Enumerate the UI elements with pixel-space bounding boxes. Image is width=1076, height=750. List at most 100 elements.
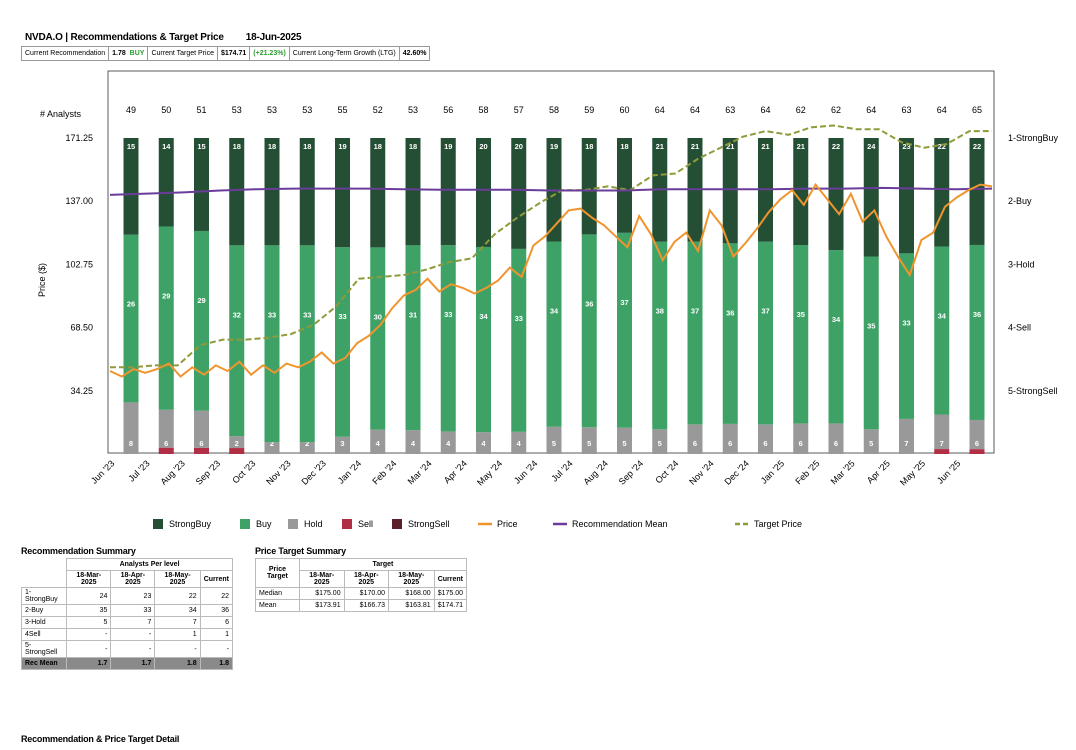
bar-value-label: 4 <box>376 439 381 448</box>
bar-value-label: 21 <box>726 142 734 151</box>
x-tick-label: Mar '24 <box>406 458 434 486</box>
rec-mean-cell: 1.7 <box>66 657 112 670</box>
bar-value-label: 18 <box>374 142 382 151</box>
pt-cell: $175.00 <box>433 587 468 600</box>
bar-value-label: 5 <box>622 439 626 448</box>
cur-rec-value-cell: 1.78 BUY <box>109 47 149 60</box>
bar-value-label: 33 <box>902 318 910 327</box>
rec-summary-table: Analysts Per level 18-Mar-2025 18-Apr-20… <box>20 558 234 670</box>
analyst-count: 63 <box>725 105 735 115</box>
x-tick-labels: Jun '23 Jul '23 Aug '23 Sep '23 Oct '23 Nov '… <box>89 458 962 487</box>
recommendation-mean-line <box>109 186 993 196</box>
analyst-count: 53 <box>408 105 418 115</box>
bar-segment-buy <box>335 247 350 437</box>
bar-value-label: 7 <box>904 439 908 448</box>
bar-value-label: 30 <box>374 312 382 321</box>
bar-value-label: 20 <box>515 142 523 151</box>
bar-value-label: 18 <box>409 142 417 151</box>
line-series <box>109 124 993 378</box>
pt-cell: $168.00 <box>387 587 435 600</box>
analyst-counts: 49 50 51 53 53 53 55 52 53 56 58 57 58 59 60 64 64 63 64 62… <box>126 105 982 115</box>
x-tick-label: Mar '25 <box>829 458 857 486</box>
bar-value-label: 36 <box>973 310 981 319</box>
x-tick-label: Aug '23 <box>158 458 186 486</box>
pt-group-header: Target <box>298 558 468 571</box>
bar-segment-strongbuy <box>440 138 456 246</box>
x-tick-label: Jan '25 <box>759 458 786 485</box>
bar-segment-strongbuy <box>617 138 632 233</box>
right-axis-label: 3-Hold <box>1008 259 1035 269</box>
bar-segment-buy <box>722 243 738 424</box>
rec-cell: 7 <box>154 616 201 629</box>
cur-rec-value: 1.78 <box>112 50 126 57</box>
bar-segment-buy <box>546 241 562 427</box>
bar-segment-hold <box>969 419 985 450</box>
bar-segment-buy <box>229 245 245 437</box>
bar-value-label: 4 <box>481 439 486 448</box>
y-axis-label: Price ($) <box>37 263 47 297</box>
y-tick-label: 137.00 <box>65 196 93 206</box>
bar-value-label: 18 <box>233 142 241 151</box>
bar-value-label: 19 <box>338 142 346 151</box>
rec-summary-title: Recommendation Summary <box>21 546 136 556</box>
bar-value-label: 15 <box>127 142 135 151</box>
rec-group-header: Analysts Per level <box>66 558 233 571</box>
right-axis-label: 1-StrongBuy <box>1008 133 1059 143</box>
bar-value-label: 29 <box>162 291 170 300</box>
bar-value-label: 34 <box>479 312 488 321</box>
bar-segment-strongbuy <box>863 138 879 257</box>
pt-cell: $175.00 <box>298 587 345 600</box>
bar-segment-hold <box>722 423 738 454</box>
x-tick-label: Jul '23 <box>126 458 151 483</box>
x-tick-label: Nov '23 <box>264 458 292 486</box>
x-tick-label: Aug '24 <box>581 458 609 486</box>
bar-value-label: 5 <box>658 439 662 448</box>
bar-value-label: 6 <box>164 439 168 448</box>
bar-segment-strongbuy <box>722 138 738 244</box>
report-title: NVDA.O | Recommendations & Target Price 1… <box>25 32 302 43</box>
bar-value-label: 33 <box>515 314 523 323</box>
rec-row: 2-Buy 35 33 34 36 <box>20 604 234 617</box>
bar-value-label: 34 <box>938 312 947 321</box>
bar-segment-hold <box>264 442 280 454</box>
bar-value-label: 6 <box>728 439 732 448</box>
rec-row: 5-StrongSell - - - - <box>20 640 234 658</box>
pt-row-header: Price Target <box>255 558 300 588</box>
y-tick-label: 68.50 <box>70 323 93 333</box>
bar-segment-buy <box>440 245 456 432</box>
analyst-count: 64 <box>690 105 700 115</box>
rec-cell: - <box>110 640 156 658</box>
bar-segment-strongbuy <box>899 138 914 254</box>
bar-segment-buy <box>370 247 386 430</box>
cur-tp-value: $174.71 <box>218 47 251 60</box>
analysts-label: # Analysts <box>40 109 82 119</box>
rec-cell: - <box>66 628 112 641</box>
rec-col-2: 18-May-2025 <box>154 570 201 588</box>
bar-segment-hold <box>229 436 245 449</box>
bar-segment-strongbuy <box>123 138 139 235</box>
pt-summary-table: Price Target Target 18-Mar-2025 18-Apr-2… <box>255 558 468 612</box>
rec-cell: 23 <box>110 587 156 605</box>
bar-segment-buy <box>617 232 632 428</box>
bar-segment-hold <box>194 410 209 448</box>
x-tick-label: Jul '24 <box>549 458 574 483</box>
analyst-count: 56 <box>443 105 453 115</box>
bar-segment-buy <box>934 246 950 415</box>
bar-value-label: 29 <box>197 296 205 305</box>
pt-row-label: Median <box>255 587 300 600</box>
legend-swatch <box>342 519 352 529</box>
legend-swatch <box>153 519 163 529</box>
x-tick-label: May '24 <box>475 458 504 487</box>
legend-swatch <box>240 519 250 529</box>
bar-value-label: 34 <box>550 307 559 316</box>
legend-label: Sell <box>358 519 373 529</box>
bar-segment-hold <box>687 424 703 454</box>
bar-value-label: 3 <box>340 439 344 448</box>
bar-value-label: 38 <box>656 307 664 316</box>
bar-value-label: 7 <box>940 439 944 448</box>
bar-value-label: 18 <box>303 142 311 151</box>
bar-value-label: 8 <box>129 439 133 448</box>
bar-segment-sell <box>194 447 209 454</box>
rec-row-label: 3-Hold <box>20 616 68 629</box>
bar-value-label: 4 <box>411 439 416 448</box>
